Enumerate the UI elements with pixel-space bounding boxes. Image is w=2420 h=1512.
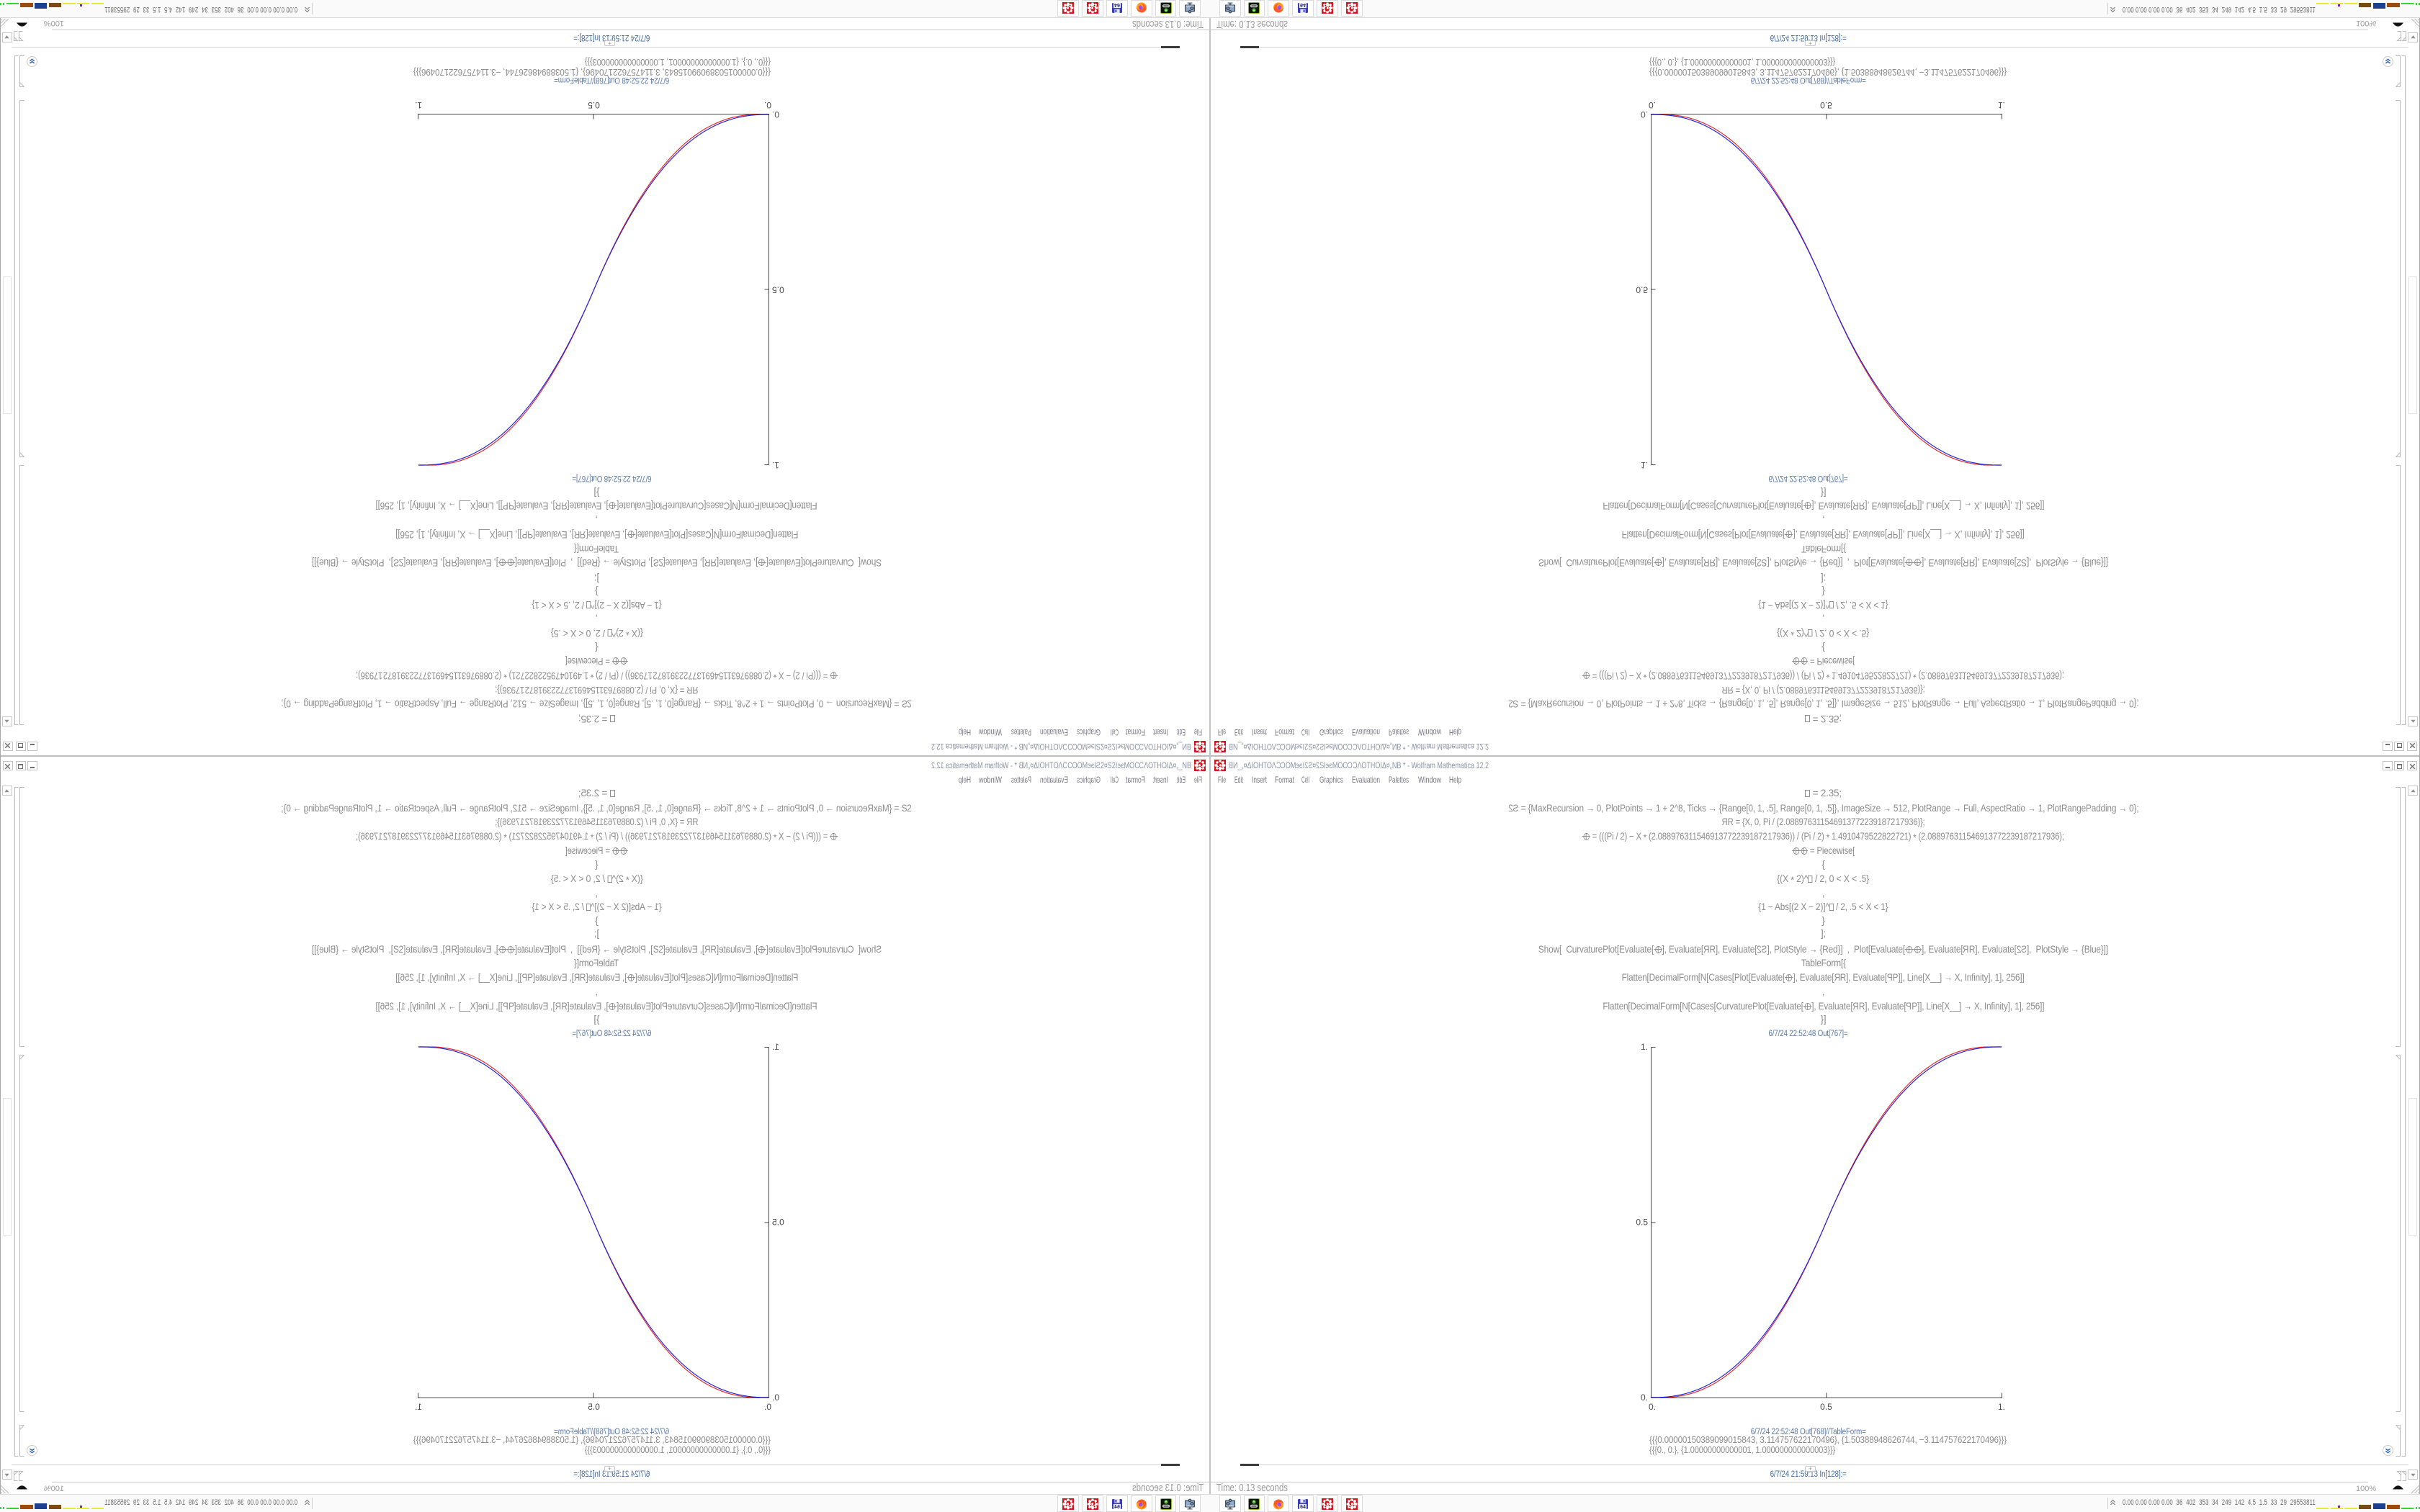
svg-text:64: 64 [1300,3,1306,8]
svg-text:0.: 0. [1649,100,1656,110]
svg-text:1.: 1. [772,1042,779,1052]
svg-text:64: 64 [1300,1505,1306,1510]
svg-text:0.: 0. [1641,1392,1648,1403]
svg-text:0.: 0. [772,109,779,120]
svg-text:1.: 1. [1641,460,1648,470]
svg-text:1.: 1. [1641,1042,1648,1052]
svg-text:1.: 1. [1998,100,2005,110]
svg-text:64: 64 [1114,1505,1120,1510]
svg-text:0.5: 0.5 [1820,100,1832,110]
svg-text:1.: 1. [1998,1402,2005,1412]
svg-text:0.: 0. [772,1392,779,1403]
svg-text:0.5: 0.5 [588,1402,600,1412]
svg-text:0.5: 0.5 [1636,1218,1648,1228]
svg-text:0.5: 0.5 [1820,1402,1832,1412]
svg-text:0.: 0. [764,1402,771,1412]
svg-text:0.5: 0.5 [772,1218,784,1228]
svg-text:64: 64 [1114,3,1120,8]
svg-text:0.5: 0.5 [588,100,600,110]
svg-text:1.: 1. [415,100,422,110]
svg-text:0.5: 0.5 [1636,285,1648,295]
svg-text:0.: 0. [1641,109,1648,120]
svg-text:0.: 0. [764,100,771,110]
svg-text:1.: 1. [772,460,779,470]
svg-text:0.: 0. [1649,1402,1656,1412]
svg-text:1.: 1. [415,1402,422,1412]
svg-text:0.5: 0.5 [772,285,784,295]
